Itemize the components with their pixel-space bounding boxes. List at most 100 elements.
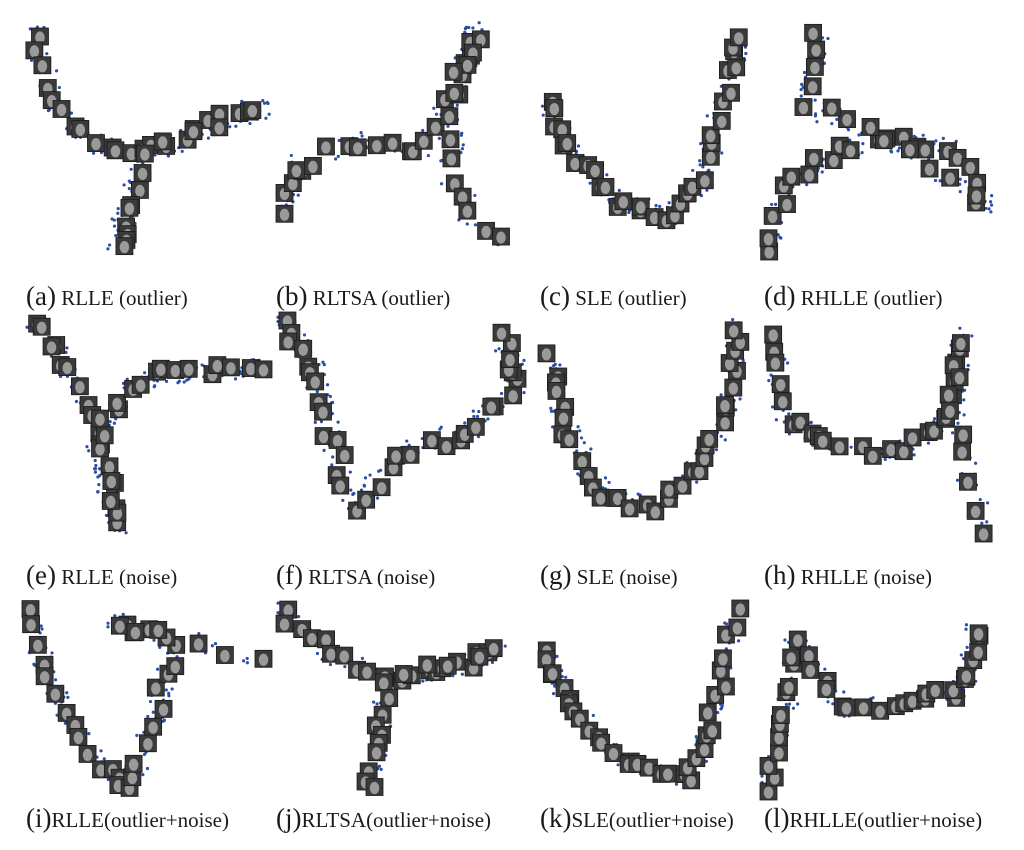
face-thumbnail (458, 55, 477, 74)
embedding-point (934, 139, 938, 143)
embedding-point (549, 406, 553, 410)
embedding-point (699, 142, 703, 146)
embedding-point (731, 318, 735, 322)
embedding-point (127, 179, 131, 183)
face-thumbnail (604, 744, 623, 762)
face-thumbnail (444, 62, 463, 81)
embedding-point (337, 138, 341, 143)
embedding-point (341, 498, 345, 502)
caption-method-name: RHLLE (outlier) (795, 286, 943, 310)
embedding-point (551, 364, 556, 368)
face-thumbnail (830, 437, 849, 456)
embedding-point (770, 405, 775, 409)
face-thumbnail (701, 147, 720, 166)
caption-letter: (h) (764, 560, 796, 590)
embedding-point (787, 702, 792, 706)
embedding-point (460, 131, 464, 135)
embedding-point (477, 21, 481, 25)
caption-letter: (d) (764, 281, 796, 311)
embedding-point (245, 661, 250, 665)
face-thumbnail (126, 623, 145, 641)
face-thumbnail (537, 650, 556, 669)
caption-e: (e) RLLE (noise) (26, 562, 177, 589)
caption-method-name: SLE (noise) (571, 565, 678, 589)
embedding-point (551, 692, 556, 696)
embedding-point (550, 425, 555, 429)
embedding-point (576, 425, 580, 429)
embedding-point (460, 672, 464, 676)
face-thumbnail (969, 624, 988, 643)
embedding-point (315, 651, 320, 656)
embedding-point (695, 480, 699, 484)
embedding-point (654, 203, 658, 208)
embedding-point (112, 224, 117, 228)
face-thumbnail (441, 130, 460, 149)
embedding-point (114, 233, 118, 238)
embedding-point (576, 472, 580, 476)
embedding-point (813, 98, 817, 102)
embedding-point (607, 480, 611, 485)
embedding-point (989, 210, 993, 214)
face-thumbnail (716, 396, 734, 415)
embedding-point (802, 70, 807, 75)
face-thumbnail (763, 207, 782, 225)
embedding-point (589, 447, 593, 451)
embedding-point (39, 624, 43, 628)
face-thumbnail (110, 616, 129, 635)
embedding-point (87, 732, 91, 736)
embedding-point (206, 136, 211, 140)
caption-g: (g) SLE (noise) (540, 562, 678, 589)
face-thumbnail (770, 728, 788, 747)
embedding-point (575, 449, 579, 453)
caption-method-name: RHLLE(outlier+noise) (789, 808, 983, 832)
caption-method-name: RLTSA(outlier+noise) (301, 808, 492, 832)
face-thumbnail (303, 629, 321, 648)
face-thumbnail (504, 386, 523, 405)
embedding-point (25, 325, 29, 329)
embedding-point (800, 82, 804, 86)
embedding-point (744, 51, 748, 56)
face-thumbnail (714, 649, 732, 668)
embedding-point (799, 94, 803, 98)
caption-f: (f) RLTSA (noise) (276, 562, 435, 589)
face-thumbnail (458, 201, 477, 220)
embedding-point (377, 469, 381, 473)
embedding-point (978, 498, 982, 502)
embedding-point (857, 133, 861, 137)
face-thumbnail (426, 117, 445, 136)
face-thumbnail (331, 476, 350, 495)
embedding-point (143, 371, 147, 375)
embedding-point (805, 182, 809, 187)
face-thumbnail (554, 408, 573, 427)
face-thumbnail (700, 429, 719, 448)
face-thumbnail (374, 673, 393, 692)
embedding-point (110, 217, 114, 221)
face-thumbnail (367, 136, 386, 155)
face-thumbnail (31, 27, 49, 46)
face-thumbnail (492, 227, 510, 246)
face-thumbnail (139, 734, 157, 753)
embedding-plot-k (537, 599, 750, 790)
face-thumbnail (71, 377, 89, 396)
embedding-plot-b (275, 21, 510, 247)
face-thumbnail (771, 706, 790, 724)
face-thumbnail (838, 110, 856, 128)
face-thumbnail (660, 480, 679, 499)
embedding-point (162, 718, 167, 722)
embedding-point (820, 170, 824, 174)
embedding-point (962, 398, 966, 402)
panel-j (275, 600, 526, 800)
face-thumbnail (380, 689, 399, 707)
embedding-point (334, 157, 338, 161)
embedding-point (791, 706, 796, 710)
face-thumbnail (358, 662, 376, 681)
face-thumbnail (35, 667, 54, 686)
face-thumbnail (901, 140, 919, 159)
embedding-point (262, 101, 267, 105)
embedding-point (578, 429, 582, 433)
caption-letter: (c) (540, 281, 570, 311)
face-thumbnail (335, 446, 354, 464)
embedding-point (121, 612, 125, 616)
embedding-point (437, 136, 441, 140)
embedding-point (691, 168, 695, 173)
